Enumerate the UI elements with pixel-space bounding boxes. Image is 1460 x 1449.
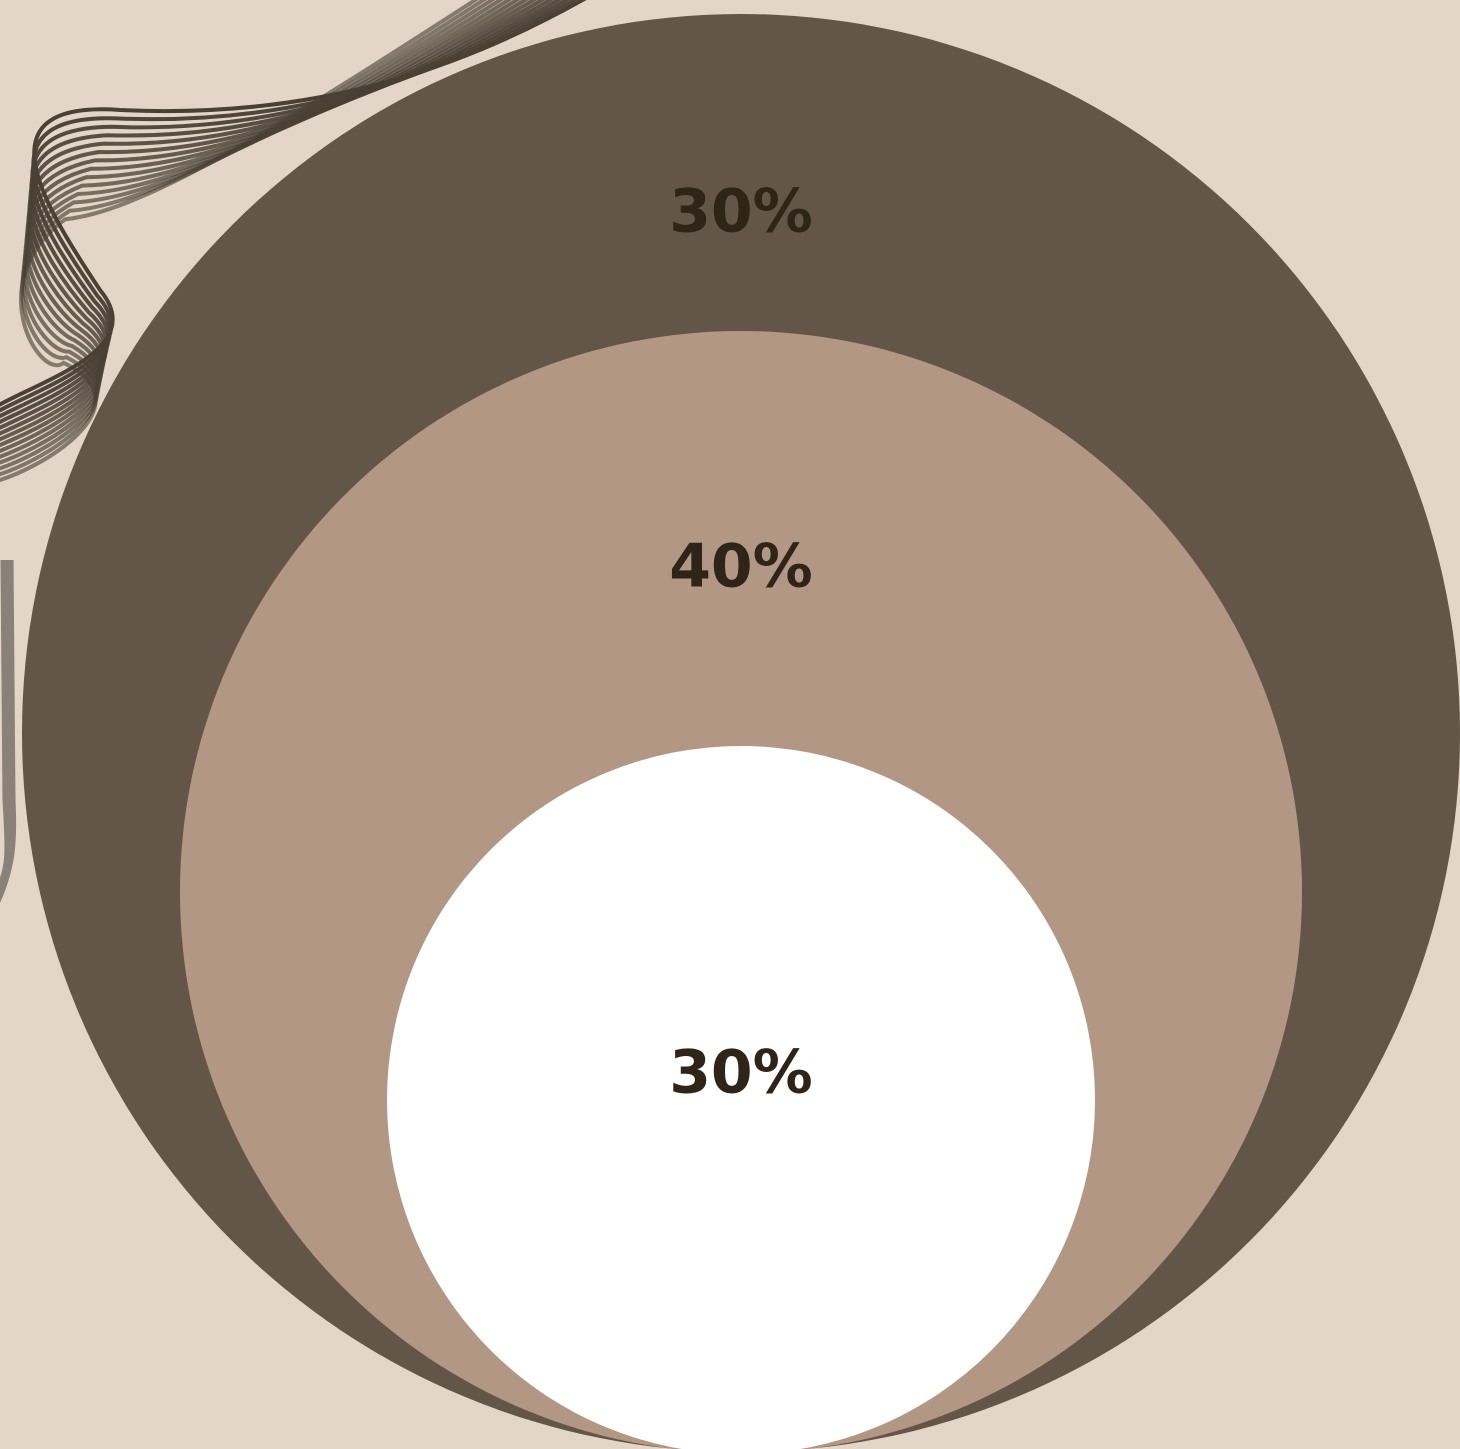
- middle-label: 40%: [669, 532, 813, 602]
- inner-circle: [387, 746, 1095, 1449]
- decorative-side-lines: [0, 559, 17, 903]
- outer-label: 30%: [669, 177, 813, 247]
- wave-line: [0, 0, 480, 483]
- inner-label: 30%: [669, 1038, 813, 1108]
- side-line: [0, 559, 17, 903]
- decorative-lines: [0, 0, 587, 483]
- side-line: [0, 559, 10, 889]
